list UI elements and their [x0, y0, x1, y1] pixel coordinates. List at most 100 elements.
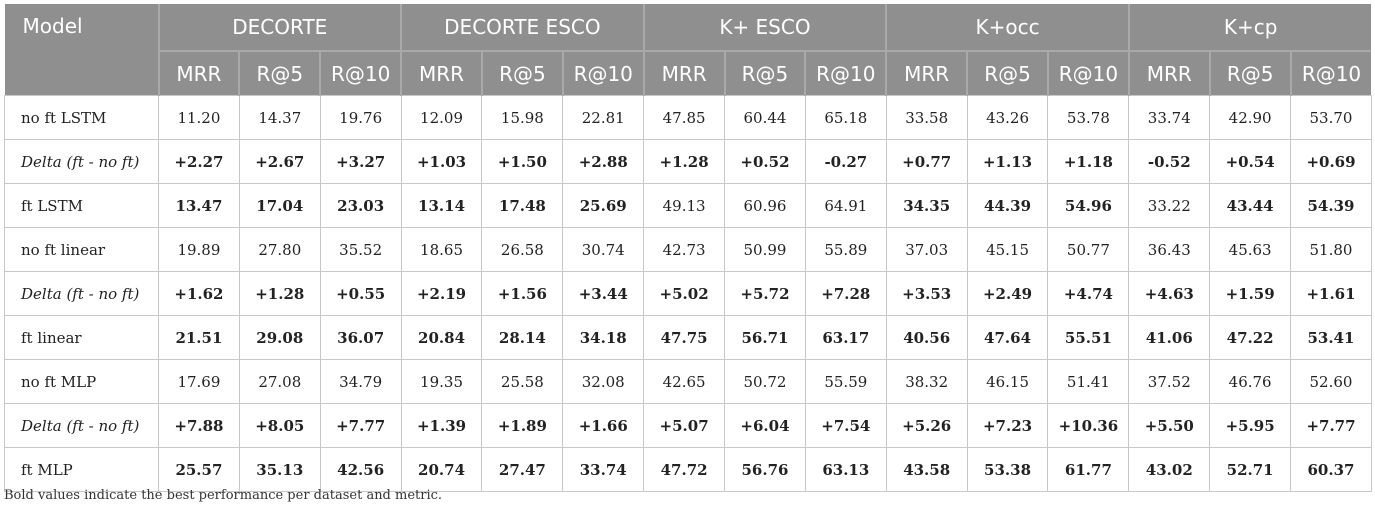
table-cell: +5.72	[724, 271, 806, 316]
table-row: Delta (ft - no ft) +2.27 +2.67 +3.27 +1.03 +1…	[4, 139, 1372, 184]
table-cell: +7.77	[1290, 403, 1372, 448]
dataset-group-header: K+ ESCO	[642, 4, 887, 51]
metric-header: R@10	[319, 50, 402, 96]
row-label: no ft MLP	[4, 359, 159, 404]
table-cell: +1.61	[1290, 271, 1372, 316]
table-cell: 43.26	[966, 95, 1049, 140]
table-cell: 23.03	[319, 183, 402, 228]
table-cell: +1.28	[643, 139, 726, 184]
metric-header: MRR	[642, 50, 725, 96]
table-cell: 50.72	[724, 359, 806, 404]
table-cell: 56.76	[724, 447, 806, 492]
table-row: Delta (ft - no ft) +7.88 +8.05 +7.77 +1.39 +1…	[4, 403, 1372, 448]
table-cell: +8.05	[238, 403, 321, 448]
table-cell: 37.03	[885, 227, 968, 272]
table-cell: +1.13	[966, 139, 1049, 184]
table-cell: 43.02	[1128, 447, 1211, 492]
table-cell: 61.77	[1047, 447, 1130, 492]
table-cell: +1.66	[562, 403, 645, 448]
table-cell: 13.47	[158, 183, 240, 228]
table-cell: 33.74	[1128, 95, 1211, 140]
row-label: Delta (ft - no ft)	[4, 403, 159, 448]
table-cell: +1.39	[400, 403, 483, 448]
table-cell: +5.26	[885, 403, 968, 448]
table-cell: 52.71	[1209, 447, 1292, 492]
metric-header: MRR	[400, 50, 482, 96]
table-cell: 47.64	[966, 315, 1049, 360]
metric-header: R@5	[480, 50, 563, 96]
table-cell: 53.70	[1290, 95, 1372, 140]
table-cell: 60.44	[724, 95, 806, 140]
table-cell: -0.27	[804, 139, 887, 184]
metric-header: R@5	[966, 50, 1048, 96]
metric-header: R@10	[1289, 50, 1372, 96]
row-label: Delta (ft - no ft)	[4, 139, 159, 184]
table-cell: +3.44	[562, 271, 645, 316]
table-cell: +3.27	[319, 139, 402, 184]
table-cell: +4.63	[1128, 271, 1211, 316]
table-cell: +7.54	[804, 403, 887, 448]
table-cell: +7.88	[158, 403, 240, 448]
table-cell: 47.85	[643, 95, 726, 140]
table-cell: +2.49	[966, 271, 1049, 316]
table-cell: 63.13	[804, 447, 887, 492]
table-cell: +0.77	[885, 139, 968, 184]
table-cell: +0.55	[319, 271, 402, 316]
dataset-group-header: DECORTE ESCO	[400, 4, 644, 51]
metric-header: R@10	[1046, 50, 1129, 96]
dataset-group-header: K+occ	[885, 4, 1129, 51]
table-cell: 30.74	[562, 227, 645, 272]
table-row: ft LSTM 13.47 17.04 23.03 13.14 17.48 25.69 49.…	[4, 183, 1372, 228]
table-cell: 25.58	[481, 359, 564, 404]
table-cell: 28.14	[481, 315, 564, 360]
table-cell: +0.69	[1290, 139, 1372, 184]
table-row: no ft LSTM 11.20 14.37 19.76 12.09 15.98 22.81…	[4, 95, 1372, 140]
table-cell: 27.80	[238, 227, 321, 272]
table-cell: +7.28	[804, 271, 887, 316]
table-cell: 19.76	[319, 95, 402, 140]
table-cell: 18.65	[400, 227, 483, 272]
row-label: no ft LSTM	[4, 95, 159, 140]
table-cell: 53.38	[966, 447, 1049, 492]
table-cell: 25.69	[562, 183, 645, 228]
table-footnote: Bold values indicate the best performanc…	[4, 488, 443, 503]
table-cell: 41.06	[1128, 315, 1211, 360]
metric-header: R@10	[804, 50, 887, 96]
table-cell: 36.07	[319, 315, 402, 360]
table-cell: 38.32	[885, 359, 968, 404]
model-column-header: Model	[4, 4, 159, 96]
table-cell: 27.08	[238, 359, 321, 404]
table-row: ft MLP 25.57 35.13 42.56 20.74 27.47 33.74 47.7…	[4, 447, 1372, 492]
table-cell: 20.84	[400, 315, 483, 360]
metric-header: MRR	[1127, 50, 1210, 96]
table-cell: +5.95	[1209, 403, 1292, 448]
table-cell: 42.65	[643, 359, 726, 404]
table-cell: 29.08	[238, 315, 321, 360]
table-cell: 55.89	[804, 227, 887, 272]
table-cell: 45.63	[1209, 227, 1292, 272]
row-label: ft linear	[4, 315, 159, 360]
table-cell: 42.90	[1209, 95, 1292, 140]
metric-header: MRR	[157, 50, 240, 96]
table-cell: 19.35	[400, 359, 483, 404]
table-cell: +2.88	[562, 139, 645, 184]
table-cell: 60.37	[1290, 447, 1372, 492]
table-cell: 35.13	[238, 447, 321, 492]
table-cell: 13.14	[400, 183, 483, 228]
table-cell: +6.04	[724, 403, 806, 448]
table-cell: 43.58	[885, 447, 968, 492]
table-cell: 44.39	[966, 183, 1049, 228]
table-cell: 34.18	[562, 315, 645, 360]
table-row: no ft MLP 17.69 27.08 34.79 19.35 25.58 32.08 4…	[4, 359, 1372, 404]
table-cell: 34.79	[319, 359, 402, 404]
table-cell: +1.59	[1209, 271, 1292, 316]
table-cell: 50.77	[1047, 227, 1130, 272]
table-cell: 35.52	[319, 227, 402, 272]
table-cell: 47.75	[643, 315, 726, 360]
table-cell: 27.47	[481, 447, 564, 492]
table-cell: 46.15	[966, 359, 1049, 404]
metric-header: R@5	[238, 50, 321, 96]
table-cell: +5.07	[643, 403, 726, 448]
table-cell: +7.77	[319, 403, 402, 448]
metric-header: R@5	[723, 50, 806, 96]
